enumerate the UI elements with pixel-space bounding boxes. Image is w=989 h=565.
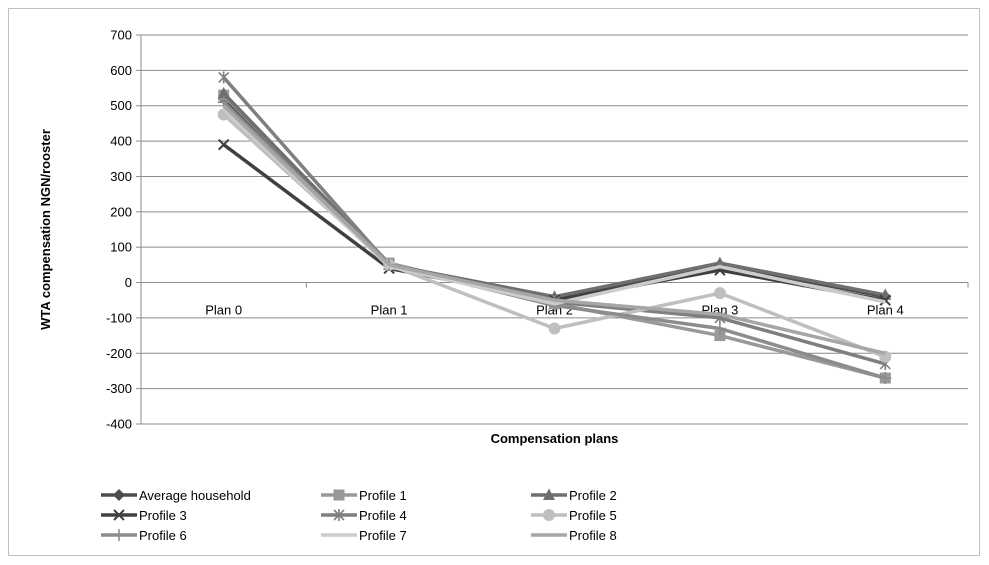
marker-plus (113, 529, 125, 541)
x-category-label: Plan 0 (205, 303, 242, 318)
marker-square (333, 489, 345, 501)
legend-label: Profile 5 (569, 508, 617, 523)
legend-item: Profile 3 (101, 508, 187, 523)
legend-item: Profile 7 (321, 528, 407, 543)
legend-label: Profile 8 (569, 528, 617, 543)
y-tick-label: 500 (110, 98, 132, 113)
series-line (222, 104, 886, 355)
y-tick-label: -100 (106, 310, 132, 325)
x-axis-title: Compensation plans (491, 431, 619, 446)
y-axis-ticks: 700 600 500 400 300 200 100 0 -100 -200 -300 -400 (106, 28, 132, 432)
marker-x (217, 138, 230, 151)
legend-label: Profile 6 (139, 528, 187, 543)
series (217, 108, 892, 363)
line-chart: 700 600 500 400 300 200 100 0 -100 -200 -300 -400 P… (38, 28, 969, 543)
y-tick-label: 200 (110, 204, 132, 219)
y-tick-label: 400 (110, 134, 132, 149)
series (218, 89, 891, 384)
y-tick-label: 700 (110, 28, 132, 43)
x-category-label: Plan 1 (371, 303, 408, 318)
legend-label: Profile 4 (359, 508, 407, 523)
legend-label: Average household (139, 488, 251, 503)
legend: Average household Profile 1 Profile 2 Profi… (101, 488, 617, 543)
x-category-label: Plan 4 (867, 303, 904, 318)
marker-plus (713, 322, 726, 335)
legend-item: Profile 1 (321, 488, 407, 503)
marker-square (714, 330, 726, 342)
legend-item: Profile 4 (321, 508, 407, 523)
y-tick-label: -300 (106, 381, 132, 396)
y-tick-label: -200 (106, 346, 132, 361)
y-tick-label: 600 (110, 63, 132, 78)
series-line (222, 113, 886, 359)
marker-plus (879, 372, 892, 385)
y-tick-label: 300 (110, 169, 132, 184)
marker-circle (543, 509, 555, 521)
marker-star (218, 71, 230, 84)
legend-label: Profile 7 (359, 528, 407, 543)
y-tick-label: -400 (106, 417, 132, 432)
marker-triangle (713, 256, 726, 269)
legend-item: Profile 5 (531, 508, 617, 523)
series-line (222, 92, 886, 299)
y-tick-label: 0 (125, 275, 132, 290)
chart-frame: 700 600 500 400 300 200 100 0 -100 -200 -300 -400 P… (8, 8, 980, 556)
legend-item: Profile 2 (531, 488, 617, 503)
legend-label: Profile 2 (569, 488, 617, 503)
marker-circle (713, 287, 726, 300)
series (217, 96, 892, 385)
legend-label: Profile 3 (139, 508, 187, 523)
marker-circle (548, 322, 561, 335)
y-axis-title: WTA compensation NGN/rooster (38, 129, 53, 330)
marker-x (113, 509, 125, 521)
marker-triangle (217, 86, 230, 99)
legend-item: Average household (101, 488, 251, 503)
marker-diamond (113, 489, 125, 501)
x-axis-categories: Plan 0 Plan 1 Plan 2 Plan 3 Plan 4 (205, 303, 903, 318)
series (222, 104, 886, 355)
marker-star (333, 509, 345, 521)
legend-item: Profile 8 (531, 528, 617, 543)
marker-triangle (543, 488, 555, 500)
gridlines (136, 34, 969, 425)
legend-label: Profile 1 (359, 488, 407, 503)
y-tick-label: 100 (110, 240, 132, 255)
series-lines (217, 71, 892, 385)
legend-item: Profile 6 (101, 528, 187, 543)
